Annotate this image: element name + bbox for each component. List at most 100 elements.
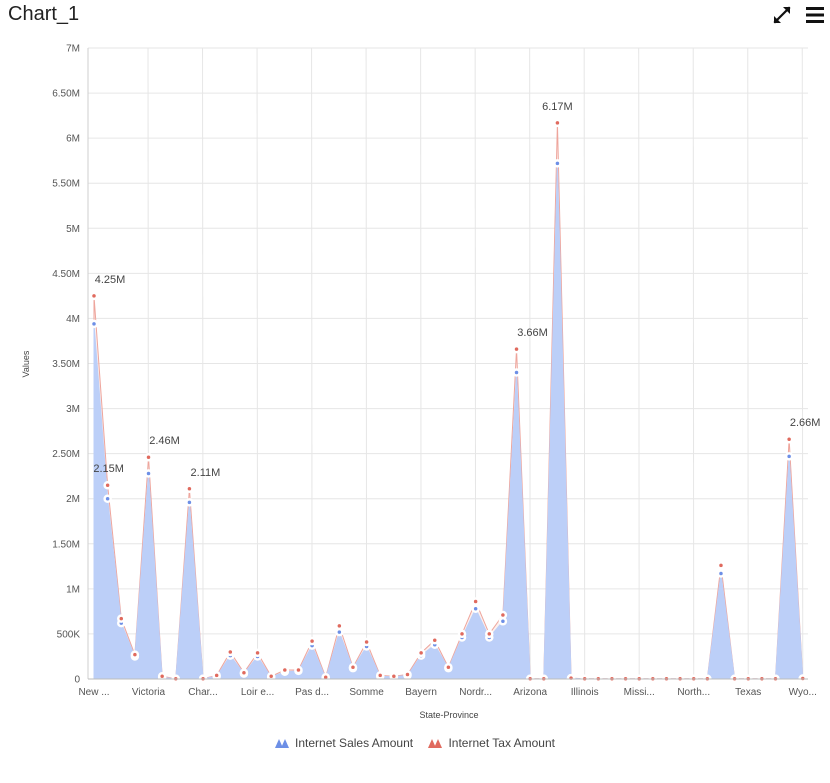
legend: Internet Sales Amount Internet Tax Amoun…	[0, 736, 830, 751]
y-tick-label: 4M	[66, 314, 80, 325]
tax-point	[416, 648, 426, 658]
tax-point	[403, 670, 412, 679]
x-tick-label: Pas d...	[295, 687, 329, 698]
tax-point	[457, 629, 467, 639]
y-tick-label: 3.50M	[52, 359, 80, 370]
series-points	[89, 118, 808, 684]
y-tick-label: 2.50M	[52, 449, 80, 460]
tax-point	[144, 452, 153, 462]
sales-point	[512, 368, 521, 377]
tax-point	[335, 621, 344, 631]
tax-point	[389, 672, 399, 681]
triangle-marker-icon	[275, 739, 290, 748]
tax-point	[375, 671, 385, 680]
x-tick-label: Illinois	[571, 687, 599, 698]
data-label: 6.17M	[542, 101, 573, 113]
tax-point	[784, 434, 794, 444]
y-tick-label: 0	[74, 675, 80, 686]
y-tick-label: 2M	[66, 494, 80, 505]
v-gridline	[747, 47, 749, 680]
sales-point	[553, 159, 562, 168]
x-tick-label: Wyo...	[789, 687, 817, 698]
expand-icon[interactable]	[771, 4, 793, 26]
sales-point	[471, 604, 480, 613]
area-chart: 4.25M 2.15M 2.46M 2.11M 3.66M 6.17M 2.66M 0 500…	[21, 44, 821, 721]
x-tick-label: North...	[677, 687, 710, 698]
tax-point	[348, 663, 358, 672]
tax-point	[471, 597, 480, 606]
tax-point	[566, 673, 576, 683]
x-tick-label: Bayern	[405, 687, 437, 698]
tax-point	[157, 672, 167, 681]
tax-point	[485, 629, 494, 639]
grid-lines	[88, 47, 808, 680]
sales-point	[89, 319, 99, 329]
tax-point	[185, 484, 194, 494]
x-axis-title: State-Province	[419, 710, 478, 720]
axes: 0 500K 1M 1.50M 2M 2.50M 3M 3.50M 4M 4.50M 5M 5.50M…	[52, 44, 817, 699]
tax-point	[362, 637, 371, 647]
tax-point	[130, 650, 140, 659]
v-gridline	[202, 47, 204, 680]
v-gridline	[256, 47, 259, 680]
y-tick-label: 7M	[66, 44, 80, 55]
chart-title: Chart_1	[8, 3, 80, 25]
legend-item-sales[interactable]: Internet Sales Amount	[275, 736, 413, 750]
x-tick-label: New ...	[78, 687, 109, 698]
tax-point	[430, 635, 439, 645]
series-areas	[93, 122, 804, 680]
v-gridline	[801, 47, 804, 680]
tax-point	[444, 663, 453, 672]
tax-point	[103, 480, 112, 490]
v-gridline	[692, 47, 695, 680]
tax-point	[89, 291, 99, 301]
x-tick-label: Texas	[735, 687, 761, 698]
x-tick-label: Missi...	[624, 687, 655, 698]
tax-point	[226, 647, 235, 657]
tax-area	[93, 122, 804, 680]
data-label: 2.11M	[191, 467, 221, 479]
sales-point	[144, 469, 153, 478]
y-tick-label: 1M	[66, 584, 80, 595]
tax-point	[512, 344, 521, 354]
tax-point	[553, 118, 562, 128]
tax-point	[280, 665, 290, 675]
tax-point	[716, 561, 726, 570]
y-tick-label: 500K	[57, 629, 81, 640]
tax-point	[253, 648, 262, 658]
data-label: 2.66M	[790, 417, 821, 429]
y-tick-label: 6.50M	[52, 89, 80, 100]
tax-point	[307, 636, 317, 646]
x-tick-label: Nordr...	[459, 687, 492, 698]
v-gridline	[638, 47, 640, 680]
hamburger-menu-icon[interactable]	[804, 4, 826, 26]
data-label: 3.66M	[517, 327, 548, 339]
v-gridline	[311, 47, 313, 680]
triangle-marker-icon	[428, 739, 443, 748]
x-tick-label: Arizona	[513, 687, 547, 698]
sales-point	[185, 498, 194, 507]
tax-point	[239, 668, 249, 677]
sales-point	[103, 494, 112, 503]
tax-point	[212, 671, 221, 680]
y-tick-label: 4.50M	[52, 269, 80, 280]
x-tick-label: Somme	[349, 687, 384, 698]
legend-label-tax: Internet Tax Amount	[448, 736, 555, 750]
v-gridline	[420, 47, 422, 680]
y-tick-label: 6M	[66, 134, 80, 145]
legend-item-tax[interactable]: Internet Tax Amount	[428, 736, 555, 750]
y-tick-label: 5.50M	[52, 179, 80, 190]
sales-point	[716, 569, 726, 578]
sales-area	[93, 163, 804, 680]
y-tick-label: 3M	[66, 404, 80, 415]
v-gridline	[583, 47, 586, 680]
x-tick-label: Char...	[188, 687, 217, 698]
data-label: 2.15M	[93, 463, 124, 475]
tax-point	[117, 614, 126, 623]
legend-label-sales: Internet Sales Amount	[295, 736, 414, 750]
x-tick-label: Victoria	[132, 687, 166, 698]
y-axis-title: Values	[21, 350, 31, 377]
y-tick-label: 5M	[66, 224, 80, 235]
data-label: 4.25M	[95, 274, 126, 286]
tax-point	[294, 665, 303, 675]
